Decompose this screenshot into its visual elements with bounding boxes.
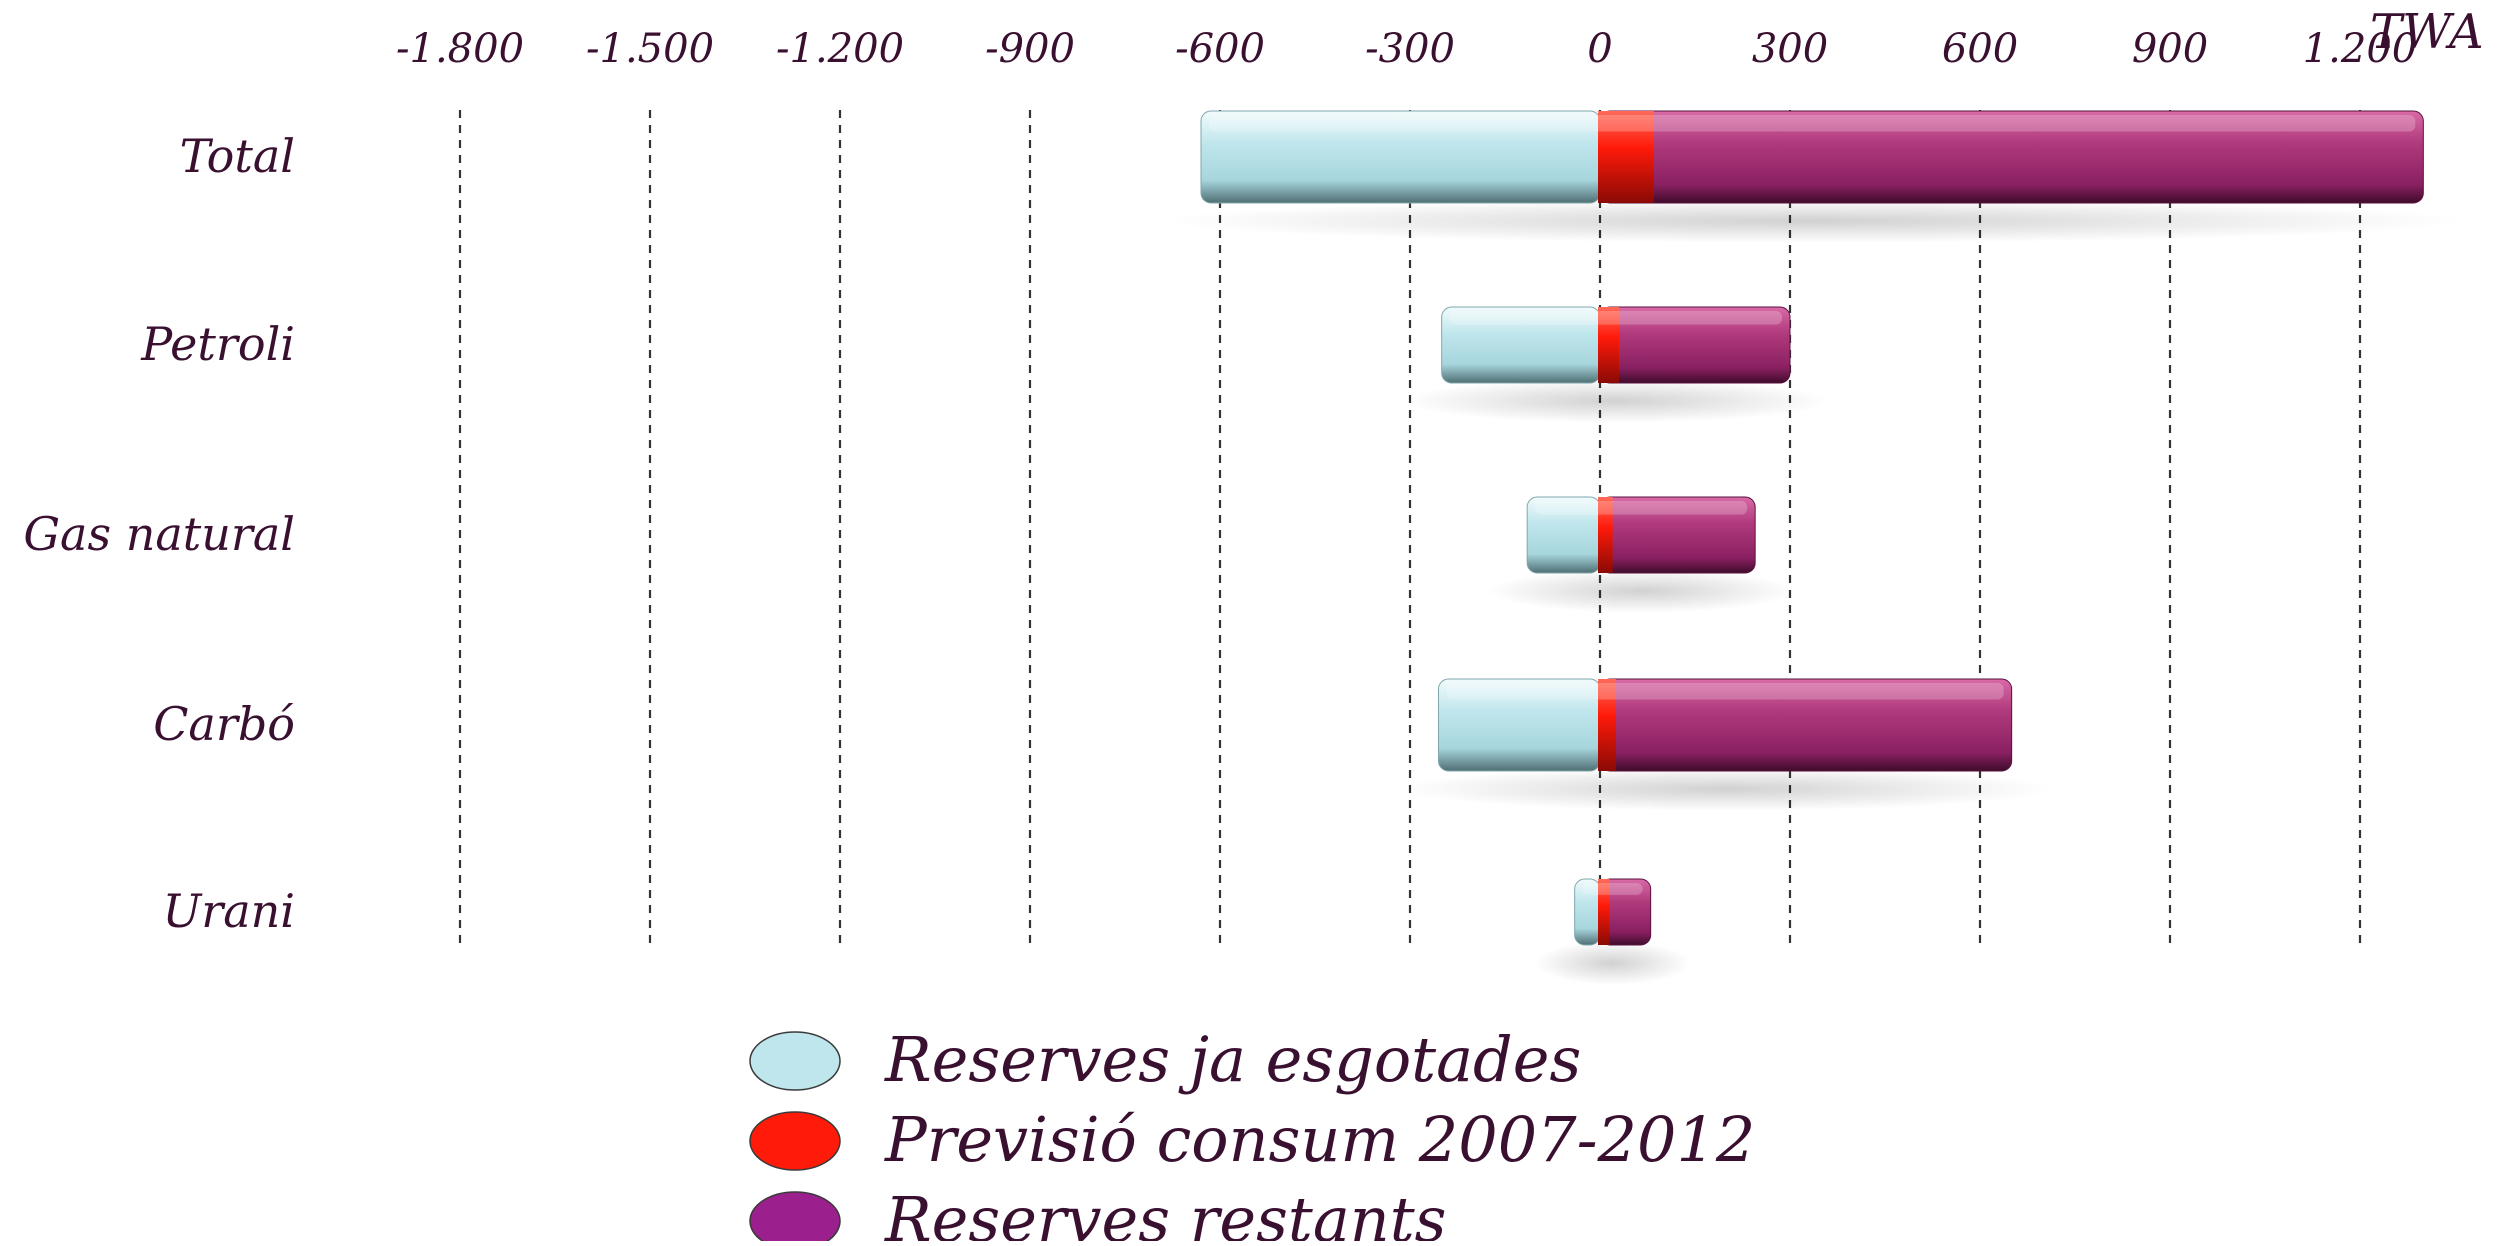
bars — [1161, 110, 2464, 985]
x-axis-ticks: -1.800 -1.500 -1.200 -900 -600 -300 0 300 600 900… — [396, 26, 2417, 72]
x-tick-label: 0 — [1587, 26, 1612, 72]
bar-highlight — [1209, 115, 2416, 132]
legend-swatch — [749, 1111, 841, 1171]
category-labels: Total Petroli Gas natural Carbó Urani — [23, 129, 295, 938]
x-tick-label: -1.500 — [586, 26, 714, 72]
category-label: Carbó — [153, 697, 295, 751]
x-tick-label: 900 — [2132, 26, 2208, 72]
category-label: Gas natural — [23, 507, 295, 561]
x-tick-label: -1.800 — [396, 26, 524, 72]
x-tick-label: 300 — [1752, 26, 1828, 72]
bar-shadow — [1401, 379, 1831, 423]
x-axis-unit-label: TWA — [2370, 4, 2484, 60]
bar-highlight — [1449, 311, 1782, 325]
bar-shadow — [1398, 767, 2052, 811]
x-tick-label: -1.200 — [776, 26, 904, 72]
bar-previsio-consum — [1598, 879, 1610, 945]
category-label: Total — [180, 129, 295, 183]
bar-highlight — [1582, 883, 1643, 895]
legend-swatch — [749, 1191, 841, 1246]
x-tick-label: 600 — [1942, 26, 2018, 72]
legend-swatch — [749, 1031, 841, 1091]
category-label: Petroli — [140, 317, 295, 371]
x-tick-label: -900 — [985, 26, 1075, 72]
x-tick-label: 1.200 — [2303, 26, 2418, 72]
bar-shadow — [1487, 569, 1796, 613]
legend-label: Previsió consum 2007-2012 — [884, 1103, 1755, 1176]
bar-shadow — [1534, 941, 1691, 985]
x-tick-label: -600 — [1175, 26, 1265, 72]
bar-highlight — [1446, 683, 2004, 700]
legend-label: Reserves ja esgotades — [884, 1023, 1581, 1096]
category-label: Urani — [162, 884, 295, 938]
bar-previsio-consum — [1598, 307, 1619, 383]
bar-previsio-consum — [1598, 111, 1654, 203]
bar-shadow — [1161, 199, 2464, 243]
legend-label: Reserves restants — [884, 1183, 1446, 1241]
bar-previsio-consum — [1598, 679, 1616, 771]
bar-previsio-consum — [1598, 497, 1613, 573]
bar-highlight — [1535, 501, 1748, 515]
x-tick-label: -300 — [1365, 26, 1455, 72]
